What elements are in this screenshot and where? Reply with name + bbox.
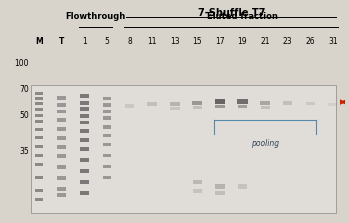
FancyBboxPatch shape (35, 93, 43, 95)
FancyBboxPatch shape (58, 118, 66, 122)
FancyBboxPatch shape (35, 198, 43, 201)
FancyBboxPatch shape (58, 145, 66, 149)
FancyBboxPatch shape (238, 105, 247, 108)
FancyBboxPatch shape (261, 106, 269, 109)
FancyBboxPatch shape (58, 127, 66, 131)
FancyBboxPatch shape (35, 97, 43, 100)
FancyBboxPatch shape (35, 145, 43, 148)
FancyBboxPatch shape (103, 176, 111, 179)
FancyBboxPatch shape (125, 104, 134, 108)
Text: Flowthrough: Flowthrough (66, 12, 126, 21)
FancyBboxPatch shape (80, 94, 89, 98)
Text: 15: 15 (193, 37, 202, 45)
Text: 13: 13 (170, 37, 179, 45)
Text: M: M (35, 37, 43, 45)
FancyBboxPatch shape (215, 184, 225, 189)
FancyBboxPatch shape (80, 101, 89, 105)
Text: 23: 23 (283, 37, 292, 45)
FancyBboxPatch shape (35, 136, 43, 139)
FancyBboxPatch shape (237, 99, 248, 104)
Text: 1: 1 (82, 37, 87, 45)
FancyBboxPatch shape (31, 85, 336, 213)
FancyBboxPatch shape (35, 163, 43, 166)
FancyBboxPatch shape (58, 187, 66, 191)
FancyBboxPatch shape (58, 193, 66, 197)
Text: 8: 8 (127, 37, 132, 45)
FancyBboxPatch shape (58, 109, 66, 114)
FancyBboxPatch shape (58, 165, 66, 169)
FancyBboxPatch shape (306, 102, 315, 105)
Text: 100: 100 (14, 59, 29, 68)
FancyBboxPatch shape (58, 154, 66, 157)
Text: 70: 70 (19, 85, 29, 94)
FancyBboxPatch shape (35, 128, 43, 130)
FancyBboxPatch shape (103, 143, 111, 146)
FancyBboxPatch shape (58, 103, 66, 107)
FancyBboxPatch shape (35, 102, 43, 105)
FancyBboxPatch shape (103, 134, 111, 138)
FancyBboxPatch shape (35, 108, 43, 111)
Text: 11: 11 (147, 37, 157, 45)
FancyBboxPatch shape (215, 191, 225, 195)
FancyBboxPatch shape (80, 129, 89, 133)
Polygon shape (341, 98, 349, 106)
Text: 35: 35 (19, 147, 29, 156)
FancyBboxPatch shape (193, 180, 202, 184)
FancyBboxPatch shape (35, 176, 43, 179)
Text: 17: 17 (215, 37, 225, 45)
FancyBboxPatch shape (35, 114, 43, 117)
FancyBboxPatch shape (103, 103, 111, 107)
FancyBboxPatch shape (58, 96, 66, 100)
Text: 19: 19 (238, 37, 247, 45)
FancyBboxPatch shape (80, 138, 89, 142)
Text: 31: 31 (328, 37, 338, 45)
FancyBboxPatch shape (58, 136, 66, 140)
Text: T: T (59, 37, 65, 45)
FancyBboxPatch shape (215, 105, 225, 108)
FancyBboxPatch shape (80, 107, 89, 111)
FancyBboxPatch shape (80, 158, 89, 162)
FancyBboxPatch shape (80, 191, 89, 195)
FancyBboxPatch shape (260, 101, 270, 105)
Text: 21: 21 (260, 37, 270, 45)
Text: 5: 5 (104, 37, 109, 45)
FancyBboxPatch shape (193, 105, 202, 109)
FancyBboxPatch shape (80, 120, 89, 124)
FancyBboxPatch shape (103, 97, 111, 100)
FancyBboxPatch shape (170, 102, 179, 105)
FancyBboxPatch shape (103, 116, 111, 120)
FancyBboxPatch shape (35, 154, 43, 157)
FancyBboxPatch shape (80, 180, 89, 184)
FancyBboxPatch shape (35, 120, 43, 123)
Text: pooling: pooling (251, 139, 279, 148)
FancyBboxPatch shape (80, 147, 89, 151)
FancyBboxPatch shape (170, 107, 179, 110)
FancyBboxPatch shape (238, 184, 247, 189)
FancyBboxPatch shape (103, 154, 111, 157)
FancyBboxPatch shape (35, 189, 43, 192)
Text: Eluted fraction: Eluted fraction (207, 12, 278, 21)
FancyBboxPatch shape (58, 176, 66, 180)
FancyBboxPatch shape (80, 169, 89, 173)
FancyBboxPatch shape (103, 165, 111, 168)
FancyBboxPatch shape (283, 101, 292, 105)
FancyBboxPatch shape (215, 99, 225, 104)
Text: 26: 26 (305, 37, 315, 45)
FancyBboxPatch shape (328, 103, 337, 105)
FancyBboxPatch shape (80, 114, 89, 118)
FancyBboxPatch shape (193, 189, 202, 193)
FancyBboxPatch shape (192, 101, 202, 105)
FancyBboxPatch shape (103, 110, 111, 113)
FancyBboxPatch shape (147, 102, 157, 105)
FancyBboxPatch shape (103, 125, 111, 129)
Text: 7-Shuffle T7: 7-Shuffle T7 (198, 8, 265, 18)
Text: 50: 50 (19, 112, 29, 120)
